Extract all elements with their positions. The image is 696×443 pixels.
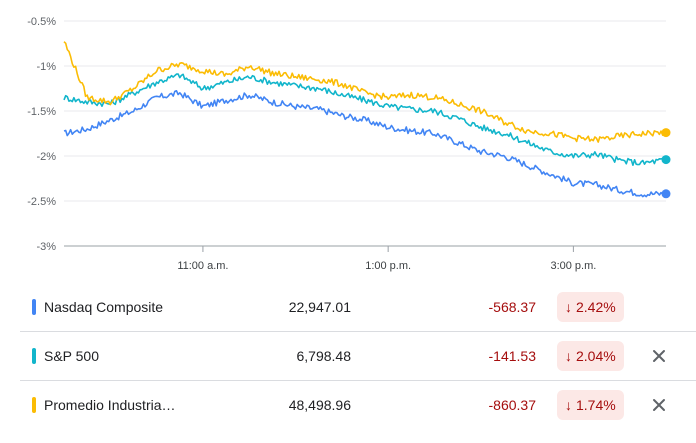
close-icon: [653, 399, 665, 411]
series-line-nasdaq-composite[interactable]: [63, 90, 667, 198]
percent-change-value: 2.04%: [576, 348, 616, 364]
index-chart[interactable]: -0.5% -1% -1.5% -2% -2.5% -3% 11:00 a.m. 1:00 …: [0, 0, 696, 280]
series-line-promedio-industrial-dow-jones[interactable]: [63, 41, 667, 143]
index-name: S&P 500: [44, 348, 100, 364]
series-end-point[interactable]: [661, 189, 671, 199]
arrow-down-icon: ↓: [565, 299, 572, 315]
index-name: Promedio Industria…: [44, 397, 176, 413]
series-color-swatch: [32, 299, 36, 315]
index-list: Nasdaq Composite 22,947.01 -568.37 ↓ 2.4…: [20, 283, 696, 429]
percent-change-value: 2.42%: [576, 299, 616, 315]
index-row-dow[interactable]: Promedio Industria… 48,498.96 -860.37 ↓ …: [20, 380, 696, 429]
series-end-point[interactable]: [661, 128, 671, 138]
percent-change-badge: ↓ 2.04%: [557, 341, 624, 371]
index-value: 22,947.01: [288, 299, 351, 315]
percent-change-badge: ↓ 2.42%: [557, 292, 624, 322]
percent-change-badge: ↓ 1.74%: [557, 390, 624, 420]
series-line-s-p-500[interactable]: [63, 73, 667, 166]
index-value: 6,798.48: [296, 348, 352, 364]
y-tick-label: -1.5%: [27, 106, 56, 118]
index-change: -860.37: [488, 397, 536, 413]
series-color-swatch: [32, 397, 36, 413]
index-name: Nasdaq Composite: [44, 299, 164, 315]
y-tick-label: -0.5%: [27, 16, 56, 28]
arrow-down-icon: ↓: [565, 397, 572, 413]
remove-index-button[interactable]: [648, 394, 670, 416]
remove-index-button[interactable]: [648, 345, 670, 367]
index-change: -141.53: [488, 348, 536, 364]
close-icon: [653, 350, 665, 362]
x-tick-label: 1:00 p.m.: [365, 260, 411, 272]
index-change: -568.37: [488, 299, 536, 315]
y-tick-label: -2.5%: [27, 196, 56, 208]
x-tick-label: 3:00 p.m.: [550, 260, 596, 272]
index-value: 48,498.96: [288, 397, 351, 413]
y-tick-label: -3%: [36, 241, 56, 253]
percent-change-value: 1.74%: [576, 397, 616, 413]
x-tick-label: 11:00 a.m.: [177, 260, 228, 272]
index-row-sp500[interactable]: S&P 500 6,798.48 -141.53 ↓ 2.04%: [20, 331, 696, 380]
series-end-point[interactable]: [661, 155, 671, 165]
series-color-swatch: [32, 348, 36, 364]
y-tick-label: -1%: [36, 61, 56, 73]
y-tick-label: -2%: [36, 151, 56, 163]
arrow-down-icon: ↓: [565, 348, 572, 364]
index-row-nasdaq[interactable]: Nasdaq Composite 22,947.01 -568.37 ↓ 2.4…: [20, 283, 696, 331]
